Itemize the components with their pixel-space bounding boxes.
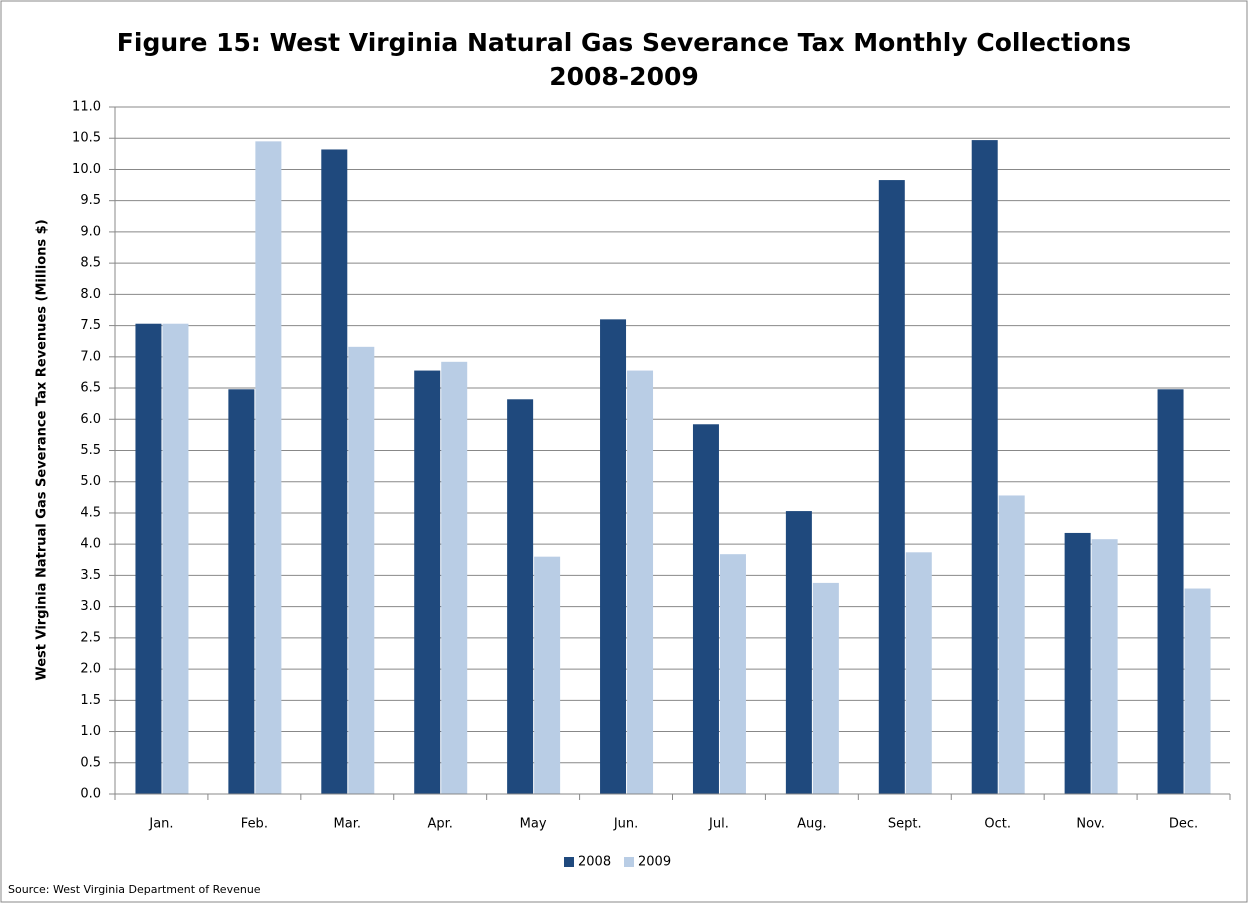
- bar: [162, 323, 189, 794]
- bar: [228, 389, 255, 794]
- bar: [441, 361, 468, 794]
- y-tick-label: 1.5: [80, 693, 101, 708]
- y-tick-label: 11.0: [72, 100, 101, 115]
- y-tick-label: 10.0: [72, 162, 101, 177]
- y-tick-label: 6.5: [80, 381, 101, 396]
- bar: [692, 424, 719, 794]
- bar: [1184, 588, 1211, 794]
- bar: [1091, 539, 1118, 794]
- x-tick-label: Feb.: [241, 817, 268, 832]
- x-tick-label: Mar.: [334, 817, 361, 832]
- y-tick-label: 2.5: [80, 630, 101, 645]
- bar: [878, 180, 905, 794]
- x-tick-label: Nov.: [1076, 817, 1105, 832]
- y-tick-label: 4.0: [80, 537, 101, 552]
- x-tick-label: Sept.: [888, 817, 922, 832]
- legend-label: 2009: [638, 855, 671, 870]
- y-tick-label: 9.5: [80, 193, 101, 208]
- x-tick-label: Apr.: [427, 817, 452, 832]
- y-axis-label: West Virginia Natrual Gas Severance Tax …: [35, 219, 50, 680]
- y-tick-label: 5.0: [80, 474, 101, 489]
- x-tick-label: Dec.: [1169, 817, 1198, 832]
- bar: [414, 370, 441, 794]
- x-tick-label: Aug.: [797, 817, 827, 832]
- bar: [348, 346, 375, 794]
- source-note: Source: West Virginia Department of Reve…: [8, 883, 261, 896]
- bar: [905, 552, 932, 794]
- y-tick-label: 0.5: [80, 755, 101, 770]
- chart-subtitle: 2008-2009: [549, 62, 699, 91]
- legend-swatch: [624, 857, 634, 867]
- y-tick-label: 7.0: [80, 349, 101, 364]
- x-tick-label: Oct.: [984, 817, 1011, 832]
- y-tick-label: 0.0: [80, 787, 101, 802]
- bar: [627, 370, 654, 794]
- x-tick-label: May: [520, 817, 547, 832]
- y-tick-label: 10.5: [72, 131, 101, 146]
- bar: [785, 511, 812, 794]
- bar: [971, 140, 998, 795]
- y-tick-label: 7.5: [80, 318, 101, 333]
- y-tick-label: 5.5: [80, 443, 101, 458]
- x-tick-label: Jul.: [708, 817, 729, 832]
- bar: [1157, 389, 1184, 794]
- y-tick-label: 3.5: [80, 568, 101, 583]
- bar: [534, 556, 561, 794]
- bar: [600, 319, 627, 794]
- y-tick-label: 9.0: [80, 224, 101, 239]
- bar: [135, 323, 162, 794]
- bar: [255, 141, 282, 795]
- bar: [812, 582, 839, 794]
- legend-label: 2008: [578, 855, 611, 870]
- legend-swatch: [564, 857, 574, 867]
- y-tick-label: 2.0: [80, 662, 101, 677]
- y-tick-label: 1.0: [80, 724, 101, 739]
- y-tick-label: 4.5: [80, 505, 101, 520]
- bar: [507, 399, 534, 794]
- x-tick-label: Jan.: [148, 817, 173, 832]
- bar: [321, 149, 348, 794]
- bar: [719, 554, 746, 794]
- y-tick-label: 8.5: [80, 256, 101, 271]
- chart-title: Figure 15: West Virginia Natural Gas Sev…: [117, 28, 1131, 57]
- bar: [1064, 532, 1091, 794]
- y-tick-label: 3.0: [80, 599, 101, 614]
- y-tick-label: 8.0: [80, 287, 101, 302]
- x-tick-label: Jun.: [613, 817, 638, 832]
- y-tick-label: 6.0: [80, 412, 101, 427]
- bar: [998, 495, 1025, 794]
